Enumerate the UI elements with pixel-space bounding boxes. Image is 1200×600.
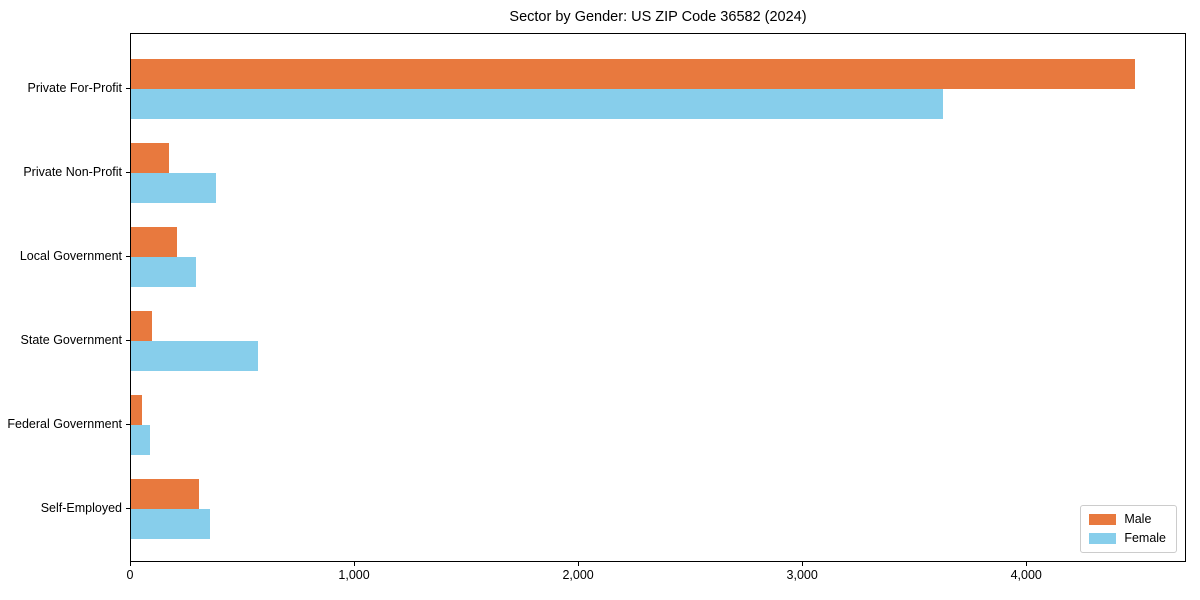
x-tick-label-0: 0 [126, 568, 134, 582]
legend: Male Female [1080, 505, 1177, 553]
bar-female-state-government [131, 341, 259, 371]
bar-female-private-non-profit [131, 173, 216, 203]
y-tick-local-government [126, 256, 130, 257]
y-tick-self-employed [126, 508, 130, 509]
bar-female-self-employed [131, 509, 211, 539]
bar-male-local-government [131, 227, 177, 257]
y-tick-private-non-profit [126, 172, 130, 173]
y-tick-label-federal-government: Federal Government [7, 417, 122, 431]
bar-male-private-for-profit [131, 59, 1136, 89]
x-tick-label-2,000: 2,000 [562, 568, 594, 582]
bar-male-self-employed [131, 479, 200, 509]
plot-area: Male Female [130, 33, 1186, 562]
legend-item-male: Male [1089, 513, 1166, 526]
y-tick-private-for-profit [126, 88, 130, 89]
y-tick-state-government [126, 340, 130, 341]
legend-label-male: Male [1124, 512, 1152, 526]
chart-title: Sector by Gender: US ZIP Code 36582 (202… [509, 9, 807, 25]
legend-label-female: Female [1124, 531, 1166, 545]
x-tick-label-4,000: 4,000 [1010, 568, 1042, 582]
bar-female-local-government [131, 257, 196, 287]
y-tick-label-state-government: State Government [20, 333, 122, 347]
x-tick-1,000 [354, 562, 356, 566]
y-tick-label-private-for-profit: Private For-Profit [27, 81, 122, 95]
y-tick-label-private-non-profit: Private Non-Profit [23, 165, 122, 179]
x-tick-label-1,000: 1,000 [338, 568, 370, 582]
x-tick-2,000 [578, 562, 580, 566]
x-tick-3,000 [802, 562, 804, 566]
legend-item-female: Female [1089, 532, 1166, 545]
bar-male-private-non-profit [131, 143, 170, 173]
y-tick-label-self-employed: Self-Employed [40, 501, 122, 515]
x-tick-0 [130, 562, 131, 566]
legend-swatch-female [1089, 533, 1117, 544]
x-tick-label-3,000: 3,000 [786, 568, 818, 582]
y-tick-label-local-government: Local Government [19, 249, 122, 263]
y-tick-federal-government [126, 424, 130, 425]
bar-female-federal-government [131, 425, 150, 455]
legend-swatch-male [1089, 514, 1117, 525]
bar-female-private-for-profit [131, 89, 943, 119]
bar-male-state-government [131, 311, 153, 341]
bar-male-federal-government [131, 395, 143, 425]
x-tick-4,000 [1026, 562, 1028, 566]
